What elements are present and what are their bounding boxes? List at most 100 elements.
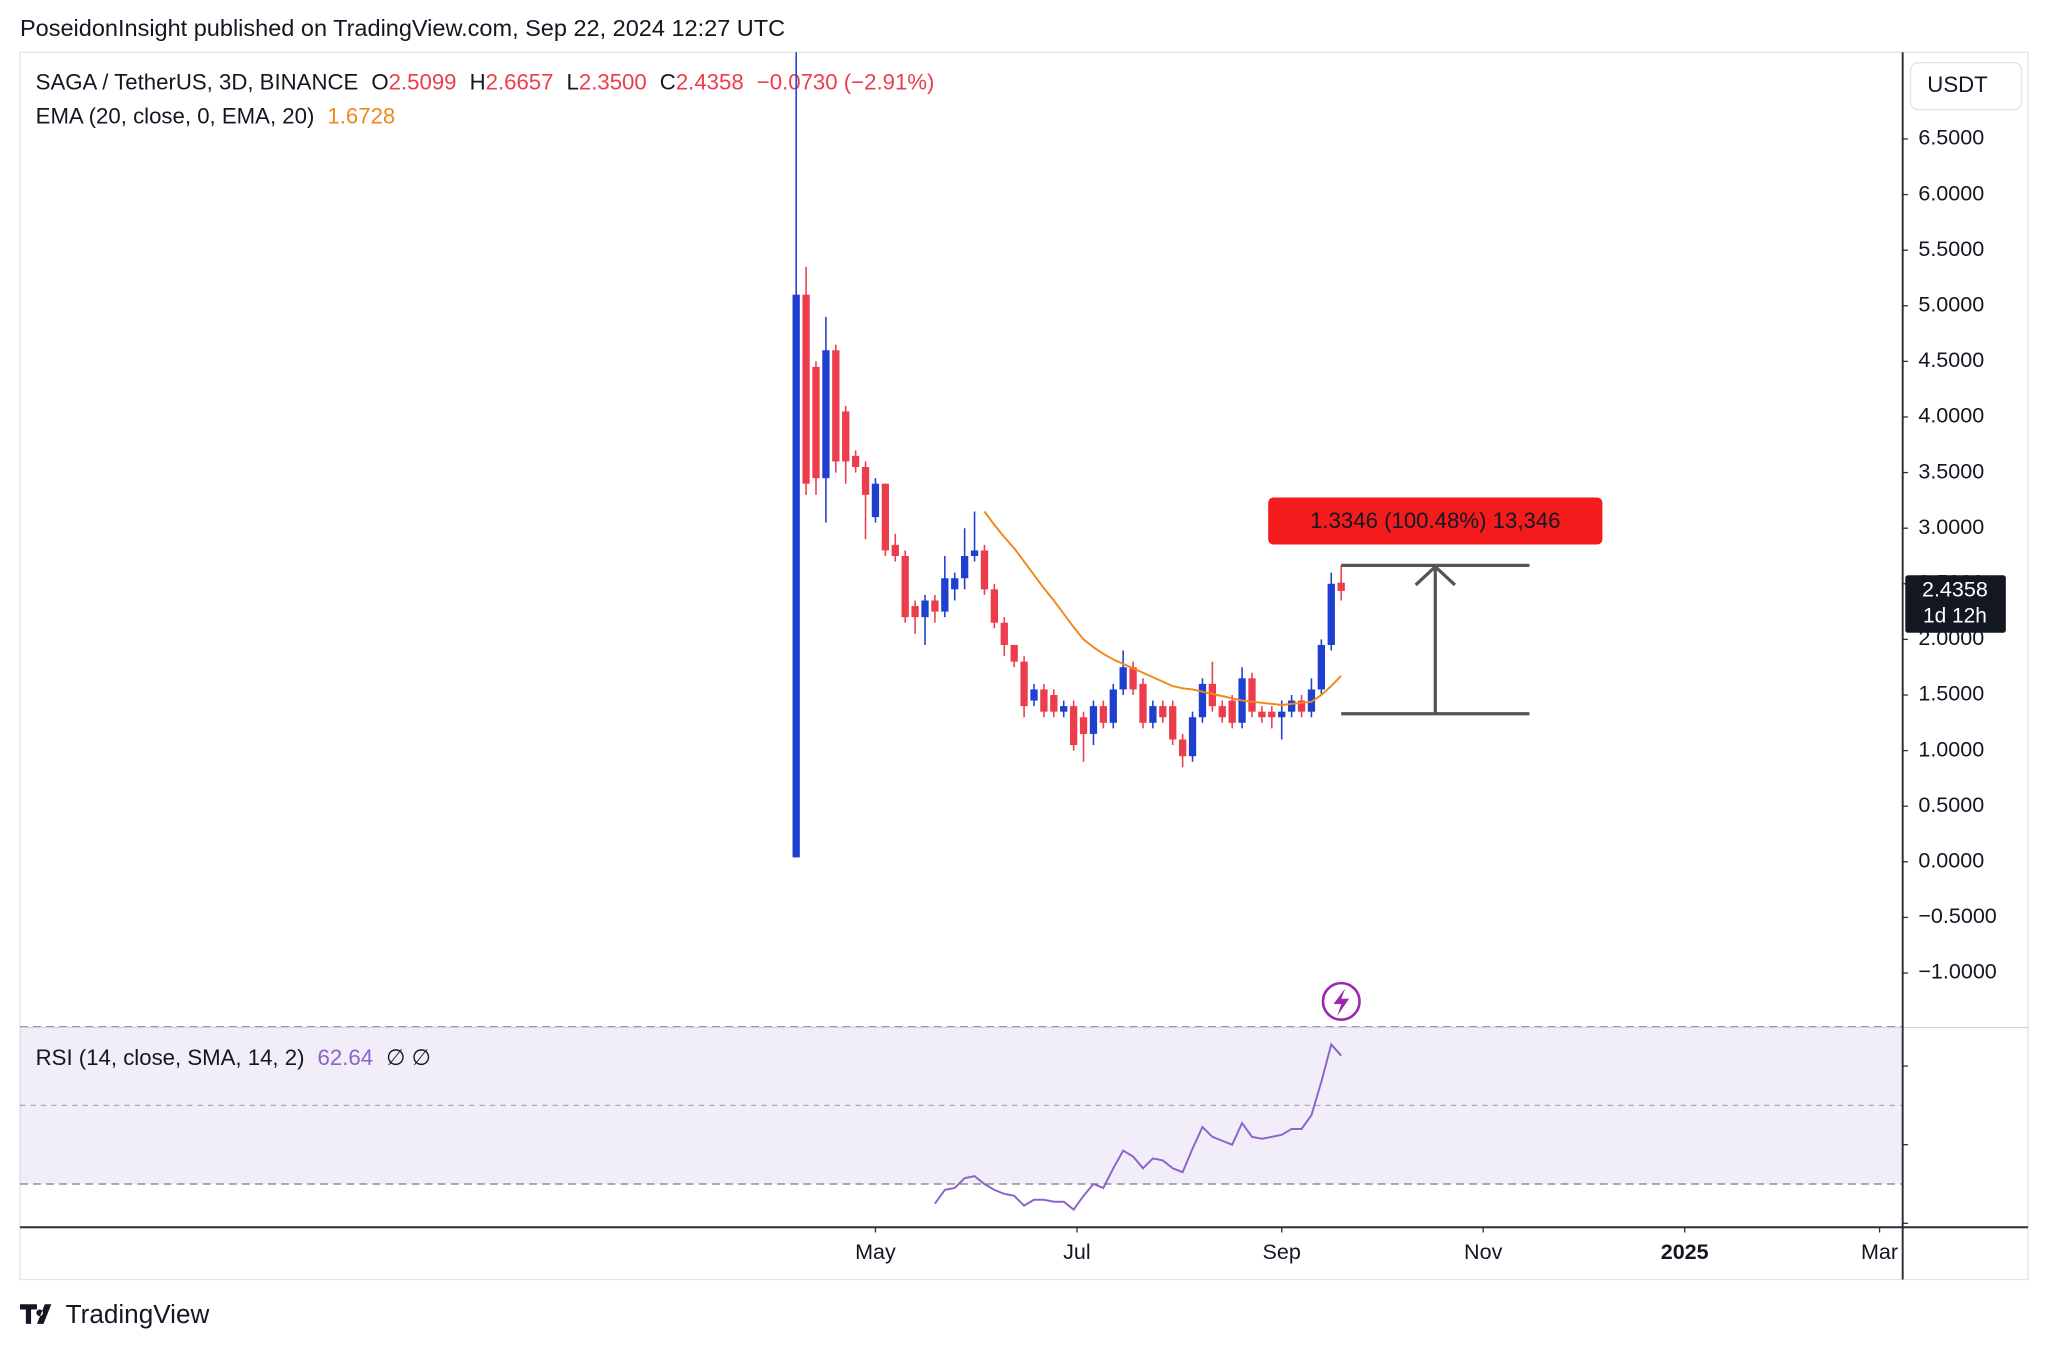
y-tick-label: 1.5000 [1918,682,1984,706]
candle-body [1020,661,1028,707]
candle-body [832,350,840,462]
candle-body [1178,739,1187,757]
countdown: 1d 12h [1923,605,1987,628]
ema-value: 1.6728 [327,103,395,128]
rsi-legend: RSI (14, close, SMA, 14, 2) 62.64 ∅ ∅ [36,1045,431,1070]
rsi-name: RSI (14, close, SMA, 14, 2) [36,1045,305,1070]
unit: USDT [1927,72,1988,97]
candle-body [1069,706,1078,746]
candle-body [1198,683,1207,718]
candle-body [1268,711,1276,718]
candle-body [1109,689,1117,723]
unit-box[interactable] [1909,62,2023,111]
candle-body [1248,678,1256,712]
candle-body [1000,622,1008,645]
l-label: L [567,69,579,94]
candle-body [1169,706,1177,740]
axes: −1.0000 −0.5000 0.0000 0.5000 1.0000 1.5000 2.… [855,126,2006,1264]
measure-box [1268,497,1603,545]
candle-body [1119,667,1127,690]
c-label: C [660,69,676,94]
candle-body [1099,706,1108,723]
price-pane: 1.3346 (100.48%) 13,346 [792,52,1603,858]
candle-body [1218,706,1226,718]
rsi-pane: RSI (14, close, SMA, 14, 2) 62.64 ∅ ∅ [19,1026,1903,1211]
rsi-extras: ∅ ∅ [386,1045,431,1070]
rsi-value: 62.64 [318,1045,374,1070]
candle-body [901,555,909,618]
candle-body [1129,667,1137,690]
x-tick-label: 2025 [1661,1240,1709,1264]
candle-body [921,600,929,618]
candle-body [1089,706,1098,734]
candle-body [802,294,810,484]
last-price-badge [1905,575,2006,633]
candle-body [1287,700,1296,712]
candle-body [1327,583,1335,645]
candle-body [871,483,880,518]
y-tick-label: −1.0000 [1918,960,1996,984]
candle-body [970,550,979,556]
candle-body [951,578,959,590]
x-tick-label: Sep [1263,1240,1301,1264]
brand: TradingView [19,1299,210,1329]
h-value: 2.6657 [486,69,554,94]
candle-body [990,589,999,623]
candle-body [1188,717,1197,757]
o-value: 2.5099 [389,69,457,94]
l-value: 2.3500 [579,69,647,94]
x-tick-label: Jul [1063,1240,1091,1264]
y-tick-label: 3.5000 [1918,459,1984,483]
candle-body [931,600,939,612]
candle-body [1208,683,1217,707]
candle-body [980,550,989,590]
measure-label: 1.3346 (100.48%) 13,346 [1310,508,1560,533]
h-label: H [470,69,486,94]
candle-body [960,555,969,579]
y-tick-label: 3.0000 [1918,515,1984,539]
candle-body [1050,695,1058,712]
candle-body [822,350,830,479]
x-tick-label: May [855,1240,896,1264]
publisher: PoseidonInsight published on TradingView… [20,15,785,41]
candle-body [1079,717,1088,734]
candle-body [911,606,919,618]
candle-body [1337,582,1345,591]
candle-body [1317,644,1326,690]
candle-body [1258,711,1266,718]
y-tick-label: 4.5000 [1918,348,1984,372]
last-price: 2.4358 [1922,578,1988,602]
candle-body [1040,689,1048,712]
candle-body [1030,689,1038,701]
candle-body [1228,700,1236,723]
candle-body [1278,711,1286,718]
x-tick-label: Nov [1464,1240,1503,1264]
candle-body [881,483,890,551]
y-tick-label: 5.5000 [1918,237,1984,261]
x-tick-label: Mar [1861,1240,1898,1264]
y-tick-label: 6.5000 [1918,126,1984,150]
candle-body [1159,706,1167,718]
y-tick-label: −0.5000 [1918,904,1996,928]
candle-body [812,366,820,479]
change: −0.0730 (−2.91%) [757,69,935,94]
candle-body [1010,644,1018,662]
alert-icon[interactable] [1321,981,1361,1021]
measure-arrowhead [1414,564,1457,587]
ema-line [983,510,1342,706]
y-tick-label: 1.0000 [1918,737,1984,761]
candle-body [1060,706,1068,712]
ema-name: EMA (20, close, 0, EMA, 20) [36,103,315,128]
y-tick-label: 4.0000 [1918,404,1984,428]
y-tick-label: 5.0000 [1918,292,1984,316]
candle-body [842,411,850,462]
y-tick-label: 0.5000 [1918,793,1984,817]
candle-body [861,467,870,495]
c-value: 2.4358 [676,69,744,94]
legend: SAGA / TetherUS, 3D, BINANCE O2.5099 H2.66… [36,69,935,128]
candle-body [1139,683,1147,723]
candle-body [1297,700,1306,712]
ema-legend: EMA (20, close, 0, EMA, 20) 1.6728 [36,103,396,128]
